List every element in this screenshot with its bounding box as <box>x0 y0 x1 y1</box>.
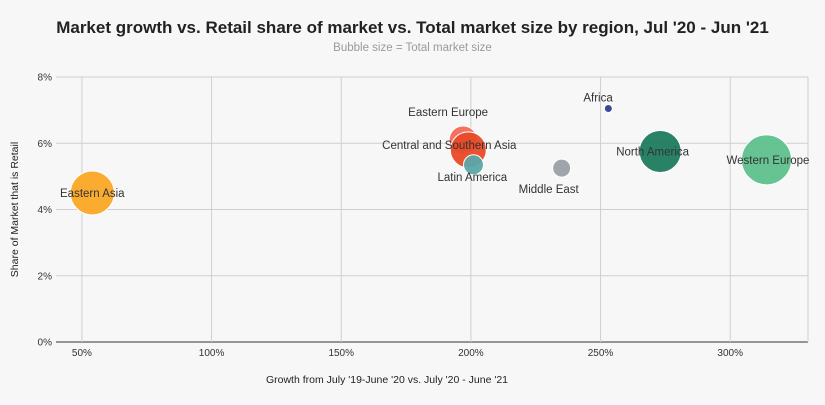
bubble-eastern-asia <box>69 170 115 216</box>
bubble-north-america <box>638 130 682 174</box>
label-latin-america: Latin America <box>437 172 507 184</box>
bubble-western-europe <box>741 134 793 186</box>
x-tick-label: 250% <box>588 348 614 359</box>
point-labels: Eastern Asia Eastern Europe Central and So… <box>60 92 809 199</box>
y-tick-label: 4% <box>38 205 53 216</box>
chart-subtitle: Bubble size = Total market size <box>333 42 492 54</box>
y-tick-label: 6% <box>38 139 53 150</box>
x-tick-label: 300% <box>717 348 743 359</box>
x-tick-label: 50% <box>72 348 92 359</box>
label-eastern-asia: Eastern Asia <box>60 188 125 200</box>
bubble-middle-east <box>552 158 572 178</box>
x-tick-label: 200% <box>458 348 484 359</box>
bubble-africa <box>603 103 613 113</box>
label-middle-east: Middle East <box>519 184 580 196</box>
bubble-latin-america <box>462 154 484 176</box>
label-western-europe: Western Europe <box>727 155 810 167</box>
label-central-and-southern-asia: Central and Southern Asia <box>382 140 517 152</box>
axis-ticks: 0% 2% 4% 6% 8% 50% 100% 150% 200% 250% 300% <box>38 73 744 360</box>
y-tick-label: 0% <box>38 338 53 349</box>
chart-title: Market growth vs. Retail share of market… <box>56 18 769 37</box>
bubbles <box>69 103 793 216</box>
x-tick-label: 150% <box>328 348 354 359</box>
label-africa: Africa <box>583 92 613 104</box>
x-axis-title: Growth from July '19-June '20 vs. July '… <box>266 374 508 386</box>
y-axis-title: Share of Market that is Retail <box>9 142 21 277</box>
y-tick-label: 2% <box>38 271 53 282</box>
label-eastern-europe: Eastern Europe <box>408 107 488 119</box>
y-tick-label: 8% <box>38 73 53 84</box>
x-tick-label: 100% <box>199 348 225 359</box>
grid-lines <box>56 76 809 343</box>
label-north-america: North America <box>616 147 689 159</box>
